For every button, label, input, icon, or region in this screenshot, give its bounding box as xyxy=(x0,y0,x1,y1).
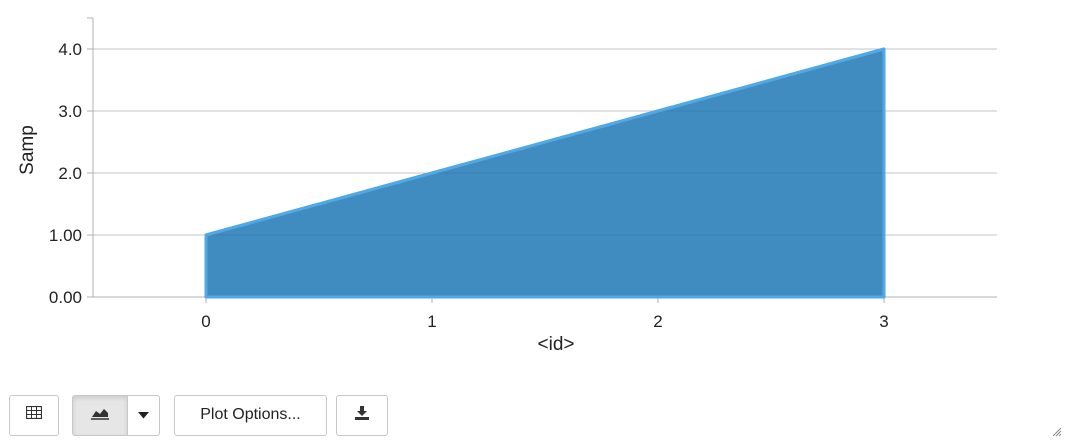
y-tick-label: 4.0 xyxy=(58,40,82,59)
area-chart-icon xyxy=(90,406,110,425)
chart-type-dropdown-button[interactable] xyxy=(127,394,160,436)
series xyxy=(204,47,886,299)
data-point xyxy=(656,109,660,113)
data-point xyxy=(204,233,208,237)
table-icon xyxy=(25,405,43,424)
y-tick-label: 2.0 xyxy=(58,164,82,183)
y-tick-label: 0.00 xyxy=(49,288,82,307)
x-tick-label: 3 xyxy=(879,312,888,331)
download-icon xyxy=(354,405,370,426)
y-tick-label: 3.0 xyxy=(58,102,82,121)
caret-down-icon xyxy=(138,406,149,424)
chart-area: 0.00 1.00 2.0 3.0 4.0 0 1 2 3 <id> Samp xyxy=(17,17,997,355)
x-tick-label: 1 xyxy=(427,312,436,331)
plot-options-button[interactable]: Plot Options... xyxy=(174,394,327,436)
chart-view-button[interactable] xyxy=(72,394,128,436)
area-series-line xyxy=(205,47,885,237)
tick-labels: 0.00 1.00 2.0 3.0 4.0 0 1 2 3 xyxy=(49,40,889,331)
chart-toolbar: Plot Options... xyxy=(9,394,388,436)
data-point xyxy=(430,171,434,175)
y-axis-label: Samp xyxy=(17,125,38,175)
resize-handle[interactable] xyxy=(1050,424,1062,437)
area-chart: 0.00 1.00 2.0 3.0 4.0 0 1 2 3 <id> Samp xyxy=(17,17,997,355)
data-point xyxy=(882,47,886,51)
chart-type-group xyxy=(72,394,160,436)
plot-options-label: Plot Options... xyxy=(200,406,301,423)
table-view-button[interactable] xyxy=(9,394,59,436)
x-tick-label: 2 xyxy=(653,312,662,331)
x-tick-label: 0 xyxy=(201,312,210,331)
x-axis-label: <id> xyxy=(538,334,575,355)
download-button[interactable] xyxy=(336,394,388,436)
y-tick-label: 1.00 xyxy=(49,226,82,245)
